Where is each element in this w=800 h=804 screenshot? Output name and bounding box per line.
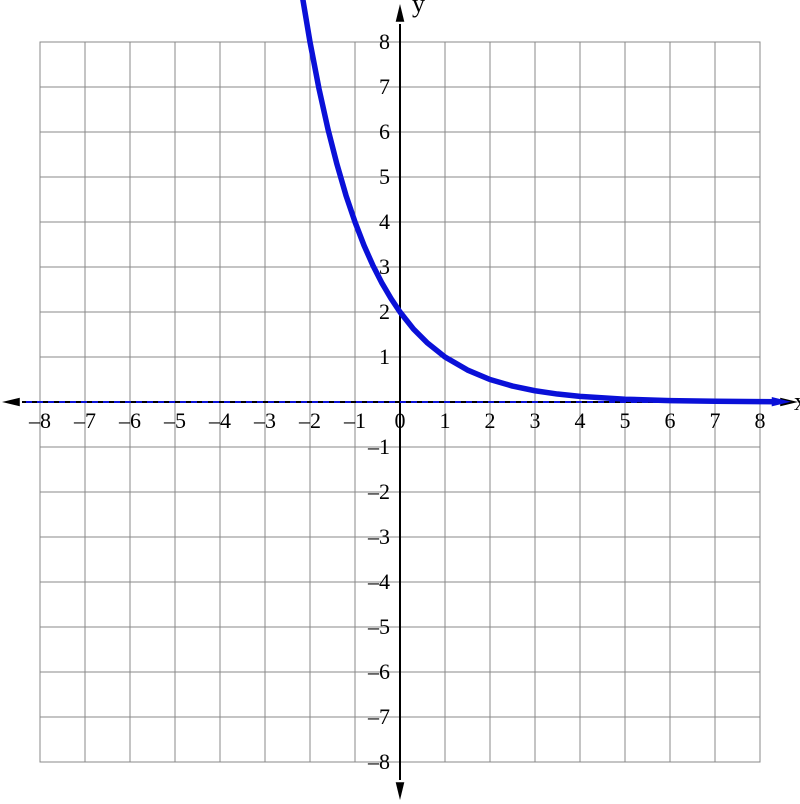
x-tick-label: –7	[73, 408, 96, 433]
x-tick-label: 0	[395, 408, 406, 433]
y-tick-label: 5	[379, 164, 390, 189]
y-tick-label: –1	[367, 434, 390, 459]
x-tick-label: 7	[710, 408, 721, 433]
y-tick-label: –3	[367, 524, 390, 549]
x-tick-label: 2	[485, 408, 496, 433]
x-tick-label: 5	[620, 408, 631, 433]
y-tick-label: –7	[367, 704, 390, 729]
x-tick-label: 4	[575, 408, 586, 433]
y-tick-label: 7	[379, 74, 390, 99]
y-tick-label: –6	[367, 659, 390, 684]
x-tick-label: 3	[530, 408, 541, 433]
y-axis-label: y	[412, 0, 425, 18]
y-tick-label: –8	[367, 749, 390, 774]
x-tick-label: 8	[755, 408, 766, 433]
y-tick-label: 4	[379, 209, 390, 234]
y-tick-label: 1	[379, 344, 390, 369]
chart-container: –8–7–6–5–4–3–2–1012345678–8–7–6–5–4–3–2–…	[0, 0, 800, 804]
y-tick-label: 6	[379, 119, 390, 144]
x-arrow-left	[2, 398, 20, 407]
chart-svg: –8–7–6–5–4–3–2–1012345678–8–7–6–5–4–3–2–…	[0, 0, 800, 804]
x-tick-label: –6	[118, 408, 141, 433]
x-tick-label: –3	[253, 408, 276, 433]
y-tick-label: 2	[379, 299, 390, 324]
x-tick-label: –1	[343, 408, 366, 433]
x-tick-label: –4	[208, 408, 231, 433]
y-tick-label: –5	[367, 614, 390, 639]
y-tick-label: –4	[367, 569, 390, 594]
x-tick-label: –8	[28, 408, 51, 433]
x-tick-label: 6	[665, 408, 676, 433]
x-tick-label: –5	[163, 408, 186, 433]
y-tick-label: –2	[367, 479, 390, 504]
x-tick-label: 1	[440, 408, 451, 433]
x-axis-label: x	[794, 387, 800, 416]
x-tick-label: –2	[298, 408, 321, 433]
exponential-curve	[301, 0, 778, 402]
y-tick-label: 8	[379, 29, 390, 54]
y-arrow-up	[396, 4, 405, 22]
y-arrow-down	[396, 782, 405, 800]
